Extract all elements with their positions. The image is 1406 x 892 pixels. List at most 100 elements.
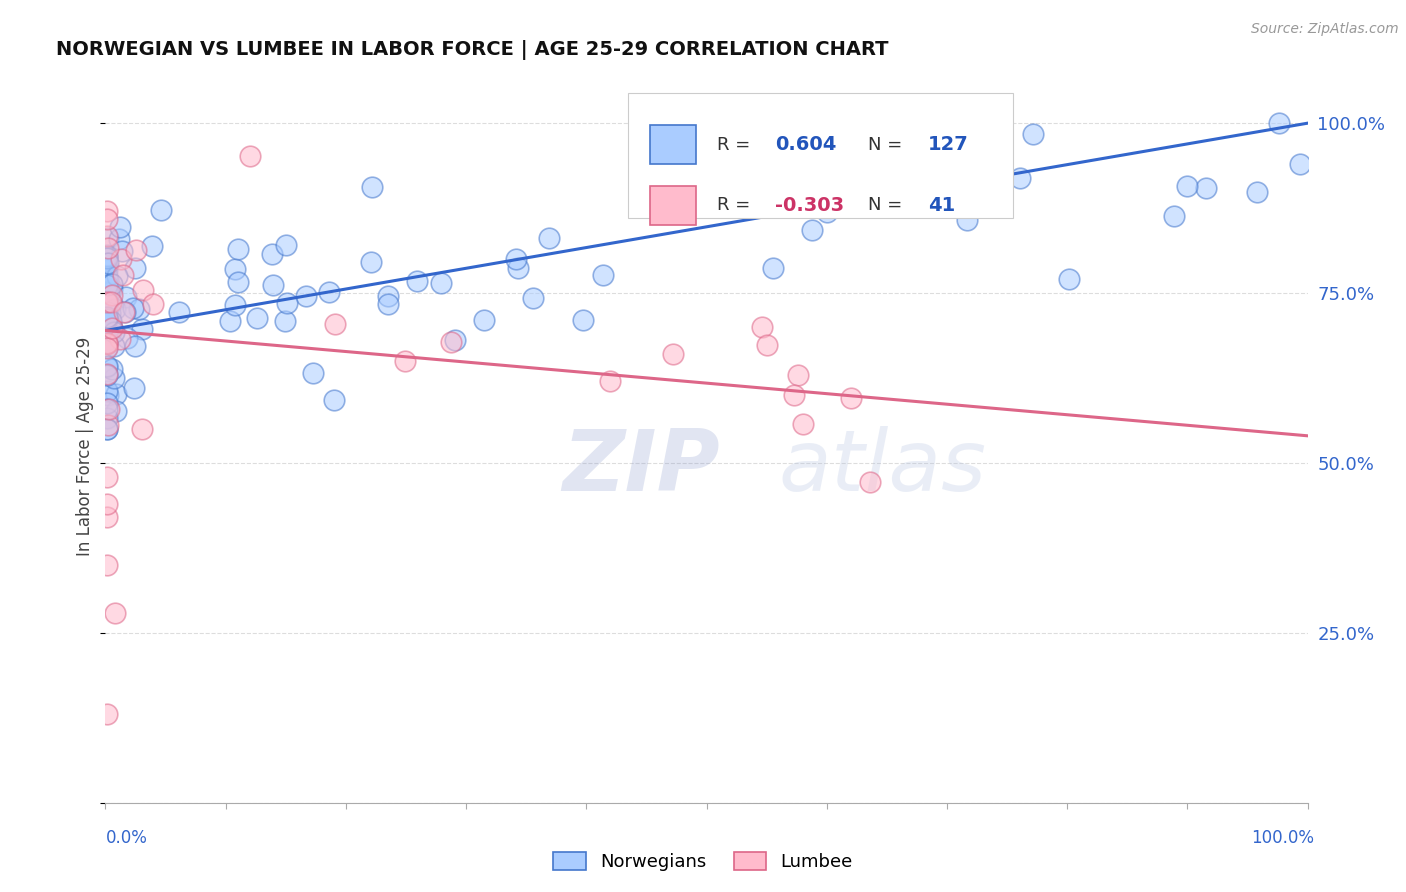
- Point: [508, 260, 530, 275]
- Point: [101, 282, 124, 296]
- Point: [97, 388, 120, 402]
- Point: [815, 204, 838, 219]
- Text: 0.0%: 0.0%: [105, 829, 148, 847]
- Point: [108, 332, 131, 346]
- Bar: [628, 93, 1014, 218]
- Point: [405, 274, 427, 288]
- Point: [839, 392, 862, 406]
- Point: [96, 204, 118, 219]
- Point: [96, 336, 118, 351]
- Point: [149, 202, 172, 217]
- Point: [96, 333, 118, 347]
- Point: [103, 326, 125, 340]
- Point: [96, 310, 118, 325]
- Point: [124, 338, 146, 352]
- Point: [110, 252, 132, 266]
- Point: [96, 301, 118, 315]
- Point: [115, 331, 138, 345]
- Point: [142, 296, 165, 310]
- Text: -0.303: -0.303: [775, 195, 844, 215]
- Point: [755, 338, 778, 352]
- Point: [97, 241, 120, 255]
- Point: [377, 296, 399, 310]
- Point: [1022, 127, 1045, 141]
- Point: [323, 318, 346, 332]
- Point: [360, 180, 382, 194]
- Point: [394, 354, 416, 368]
- Point: [295, 288, 318, 302]
- Point: [218, 314, 240, 328]
- Point: [762, 260, 785, 275]
- Point: [1010, 171, 1032, 186]
- Point: [1268, 116, 1291, 130]
- Text: N =: N =: [868, 136, 908, 153]
- Point: [100, 294, 122, 309]
- Point: [96, 306, 118, 320]
- Text: 0.604: 0.604: [775, 135, 837, 154]
- Point: [957, 143, 980, 157]
- Point: [800, 223, 823, 237]
- Point: [96, 311, 118, 326]
- Point: [97, 231, 120, 245]
- Point: [105, 404, 128, 418]
- Point: [169, 305, 191, 319]
- Point: [1163, 210, 1185, 224]
- Point: [96, 295, 118, 310]
- Point: [786, 138, 808, 153]
- Point: [114, 305, 136, 319]
- Point: [96, 469, 118, 483]
- Point: [224, 297, 246, 311]
- Point: [751, 320, 773, 334]
- Point: [96, 294, 118, 309]
- Point: [104, 302, 127, 317]
- Point: [96, 367, 118, 381]
- Point: [96, 335, 118, 350]
- Point: [96, 334, 118, 348]
- Point: [96, 302, 118, 317]
- Point: [96, 368, 118, 383]
- Legend: Norwegians, Lumbee: Norwegians, Lumbee: [546, 845, 860, 879]
- Bar: [650, 125, 696, 164]
- Point: [112, 305, 135, 319]
- Point: [97, 273, 120, 287]
- Point: [783, 388, 806, 402]
- Point: [111, 244, 134, 258]
- Point: [599, 375, 621, 389]
- Point: [96, 326, 118, 341]
- Point: [224, 261, 246, 276]
- Point: [97, 256, 120, 270]
- Point: [103, 371, 125, 385]
- Point: [592, 268, 614, 282]
- Point: [96, 558, 118, 572]
- Point: [131, 422, 153, 436]
- Point: [101, 323, 124, 337]
- Point: [96, 322, 118, 336]
- Point: [105, 387, 128, 401]
- Point: [128, 302, 150, 317]
- Point: [792, 417, 814, 432]
- Point: [96, 359, 118, 374]
- Point: [262, 247, 284, 261]
- Text: 41: 41: [928, 195, 955, 215]
- Point: [245, 311, 267, 326]
- Point: [100, 317, 122, 331]
- Point: [572, 312, 595, 326]
- Point: [96, 707, 118, 722]
- Point: [96, 325, 118, 339]
- Point: [132, 283, 155, 297]
- Point: [96, 422, 118, 436]
- Point: [322, 392, 344, 407]
- Point: [956, 213, 979, 227]
- Point: [100, 306, 122, 320]
- Point: [96, 384, 118, 399]
- Point: [274, 238, 297, 252]
- Point: [302, 367, 325, 381]
- Point: [318, 285, 340, 300]
- Point: [276, 296, 298, 310]
- Bar: [650, 186, 696, 225]
- Point: [96, 250, 118, 264]
- Point: [97, 286, 120, 301]
- Point: [96, 396, 118, 410]
- Point: [96, 305, 118, 319]
- Text: atlas: atlas: [779, 425, 987, 509]
